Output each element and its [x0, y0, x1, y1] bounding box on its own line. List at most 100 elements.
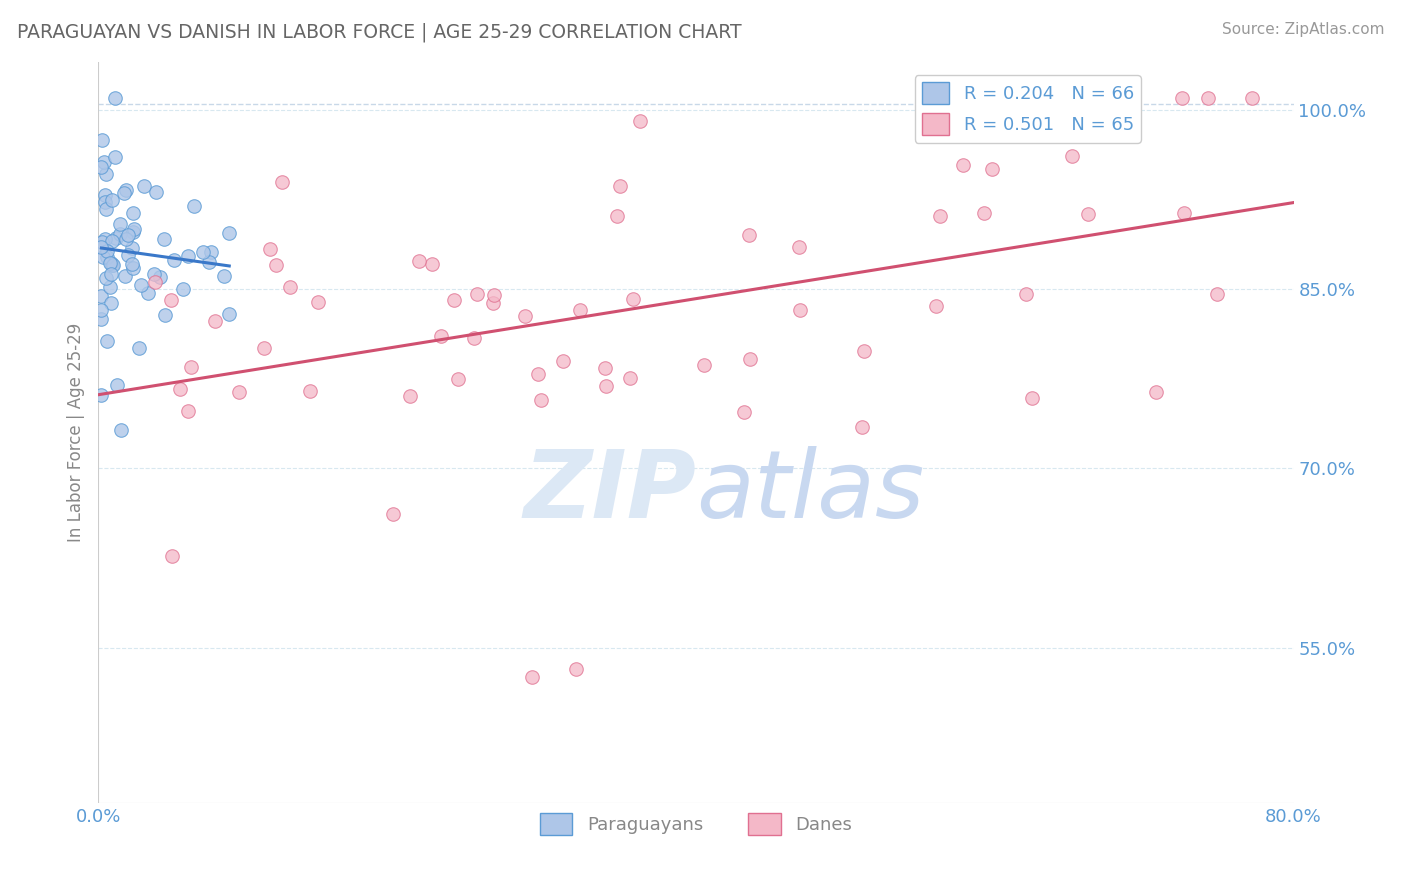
Point [299, 384, 322, 399]
Point [1062, 148, 1084, 162]
Point [692, 358, 714, 372]
Point [484, 288, 506, 302]
Point [108, 227, 131, 242]
Point [100, 296, 122, 310]
Point [153, 308, 176, 322]
Point [108, 217, 131, 231]
Point [408, 254, 430, 268]
Point [145, 275, 167, 289]
Point [91, 250, 114, 264]
Point [105, 378, 128, 392]
Point [122, 260, 145, 275]
Point [90, 312, 112, 326]
Point [621, 292, 644, 306]
Point [204, 314, 226, 328]
Point [98, 280, 121, 294]
Point [218, 226, 240, 240]
Point [101, 258, 124, 272]
Point [430, 328, 453, 343]
Point [94, 271, 117, 285]
Point [924, 299, 946, 313]
Point [112, 186, 135, 200]
Point [96, 250, 118, 264]
Point [169, 382, 191, 396]
Point [443, 293, 465, 307]
Point [465, 287, 488, 301]
Point [94, 194, 117, 209]
Point [115, 183, 138, 197]
Point [101, 234, 124, 248]
Point [399, 389, 422, 403]
Point [271, 175, 294, 189]
Point [101, 194, 124, 208]
Point [1144, 384, 1167, 399]
Point [977, 128, 1000, 142]
Point [851, 420, 873, 434]
Point [114, 268, 136, 283]
Point [280, 280, 302, 294]
Point [1015, 287, 1038, 301]
Point [787, 240, 810, 254]
Point [177, 249, 200, 263]
Point [740, 351, 762, 366]
Point [117, 248, 139, 262]
Point [952, 158, 974, 172]
Point [114, 232, 136, 246]
Point [253, 342, 276, 356]
Point [96, 244, 118, 258]
Point [153, 232, 176, 246]
Point [90, 133, 112, 147]
Point [1197, 91, 1219, 105]
Point [307, 295, 329, 310]
Point [117, 228, 139, 243]
Point [200, 245, 222, 260]
Text: Source: ZipAtlas.com: Source: ZipAtlas.com [1222, 22, 1385, 37]
Point [104, 231, 127, 245]
Point [569, 303, 592, 318]
Point [789, 302, 811, 317]
Y-axis label: In Labor Force | Age 25-29: In Labor Force | Age 25-29 [66, 323, 84, 542]
Point [94, 202, 117, 217]
Point [606, 209, 628, 223]
Point [180, 359, 202, 374]
Point [94, 232, 117, 246]
Text: atlas: atlas [696, 446, 924, 537]
Point [100, 267, 122, 281]
Point [131, 278, 153, 293]
Point [104, 91, 127, 105]
Point [93, 155, 115, 169]
Point [172, 282, 194, 296]
Point [973, 205, 995, 219]
Point [128, 341, 150, 355]
Point [94, 188, 117, 202]
Point [101, 258, 124, 272]
Point [94, 167, 117, 181]
Point [91, 235, 114, 250]
Point [1173, 206, 1195, 220]
Text: PARAGUAYAN VS DANISH IN LABOR FORCE | AGE 25-29 CORRELATION CHART: PARAGUAYAN VS DANISH IN LABOR FORCE | AG… [17, 22, 741, 42]
Point [1077, 207, 1099, 221]
Point [619, 371, 641, 385]
Point [264, 258, 287, 272]
Point [136, 285, 159, 300]
Point [214, 268, 236, 283]
Point [853, 344, 876, 359]
Point [259, 243, 281, 257]
Point [98, 256, 121, 270]
Point [121, 257, 143, 271]
Point [1171, 91, 1194, 105]
Point [121, 241, 143, 255]
Point [90, 303, 112, 318]
Point [738, 228, 761, 243]
Point [160, 549, 183, 564]
Point [980, 161, 1002, 176]
Point [104, 150, 127, 164]
Point [218, 307, 240, 321]
Point [1206, 287, 1229, 301]
Point [121, 225, 143, 239]
Point [1240, 91, 1263, 105]
Point [183, 199, 205, 213]
Point [96, 334, 118, 348]
Legend: Paraguayans, Danes: Paraguayans, Danes [533, 805, 859, 842]
Point [90, 240, 112, 254]
